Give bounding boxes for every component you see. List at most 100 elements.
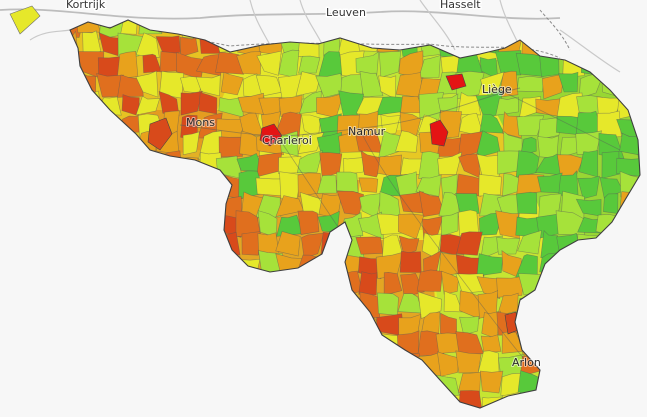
municipality[interactable] — [478, 174, 502, 197]
municipality[interactable] — [577, 175, 600, 200]
municipality[interactable] — [441, 270, 459, 295]
municipality[interactable] — [75, 15, 101, 34]
municipality[interactable] — [603, 193, 619, 214]
municipality[interactable] — [198, 92, 218, 115]
municipality[interactable] — [182, 131, 200, 156]
municipality[interactable] — [378, 75, 397, 100]
municipality[interactable] — [275, 231, 301, 257]
municipality[interactable] — [278, 49, 300, 79]
municipality[interactable] — [318, 193, 342, 219]
municipality[interactable] — [558, 170, 579, 198]
municipality[interactable] — [459, 316, 480, 336]
municipality[interactable] — [477, 350, 500, 377]
municipality[interactable] — [358, 271, 378, 296]
municipality[interactable] — [416, 269, 443, 292]
municipality[interactable] — [515, 52, 544, 77]
municipality[interactable] — [515, 254, 538, 280]
municipality[interactable] — [455, 350, 482, 374]
municipality[interactable] — [399, 250, 422, 273]
municipality[interactable] — [575, 198, 602, 217]
municipality[interactable] — [495, 96, 519, 116]
municipality[interactable] — [355, 131, 384, 153]
municipality-hotspot[interactable] — [445, 73, 467, 91]
municipality[interactable] — [135, 95, 161, 116]
municipality[interactable] — [336, 171, 359, 193]
municipality[interactable] — [459, 112, 485, 138]
municipality[interactable] — [316, 92, 344, 119]
municipality[interactable] — [359, 193, 382, 219]
municipality[interactable] — [599, 177, 624, 200]
municipality[interactable] — [538, 193, 562, 220]
municipality[interactable] — [343, 157, 365, 175]
municipality[interactable] — [355, 236, 384, 255]
municipality[interactable] — [278, 94, 303, 117]
municipality[interactable] — [395, 171, 419, 199]
municipality[interactable] — [380, 114, 401, 136]
municipality[interactable] — [316, 174, 338, 194]
municipality[interactable] — [297, 210, 320, 235]
municipality[interactable] — [195, 74, 221, 97]
municipality[interactable] — [578, 150, 599, 178]
municipality[interactable] — [456, 231, 483, 256]
municipality[interactable] — [423, 250, 442, 273]
municipality[interactable] — [479, 113, 505, 134]
municipality[interactable] — [455, 331, 485, 356]
municipality[interactable] — [616, 157, 644, 178]
municipality[interactable] — [476, 253, 504, 277]
municipality[interactable] — [475, 130, 501, 159]
municipality[interactable] — [377, 154, 403, 178]
municipality[interactable] — [279, 130, 299, 157]
municipality[interactable] — [517, 230, 542, 255]
municipality[interactable] — [116, 50, 139, 80]
municipality[interactable] — [255, 74, 283, 97]
municipality[interactable] — [235, 210, 262, 238]
municipality[interactable] — [256, 50, 282, 76]
municipality[interactable] — [443, 290, 463, 313]
municipality[interactable] — [257, 210, 278, 238]
municipality[interactable] — [295, 71, 321, 97]
municipality[interactable] — [378, 51, 402, 78]
municipality[interactable] — [296, 150, 323, 174]
municipality[interactable] — [437, 151, 463, 175]
municipality[interactable] — [355, 50, 380, 79]
municipality[interactable] — [397, 213, 425, 240]
municipality[interactable] — [319, 152, 343, 179]
municipality[interactable] — [421, 232, 442, 260]
municipality[interactable] — [455, 193, 480, 216]
municipality[interactable] — [480, 334, 502, 353]
municipality[interactable] — [601, 150, 620, 179]
municipality[interactable] — [241, 231, 261, 256]
municipality[interactable] — [375, 251, 404, 279]
municipality[interactable] — [417, 291, 443, 319]
municipality[interactable] — [480, 71, 505, 93]
municipality[interactable] — [515, 150, 540, 178]
municipality[interactable] — [516, 191, 538, 215]
municipality[interactable] — [155, 35, 181, 55]
municipality[interactable] — [382, 234, 405, 260]
municipality[interactable] — [415, 174, 442, 197]
municipality[interactable] — [558, 71, 579, 93]
municipality[interactable] — [142, 53, 162, 74]
municipality[interactable] — [218, 136, 243, 158]
municipality[interactable] — [358, 177, 379, 193]
municipality[interactable] — [421, 216, 444, 239]
municipality[interactable] — [516, 75, 545, 93]
municipality[interactable] — [301, 114, 322, 139]
municipality[interactable] — [458, 153, 481, 179]
municipality[interactable] — [458, 209, 480, 237]
municipality[interactable] — [395, 130, 419, 153]
municipality-hotspot[interactable] — [147, 117, 173, 151]
municipality[interactable] — [537, 135, 559, 160]
municipality[interactable] — [383, 271, 403, 296]
municipality[interactable] — [275, 195, 305, 218]
municipality[interactable] — [298, 55, 321, 74]
municipality[interactable] — [418, 151, 440, 179]
municipality[interactable] — [317, 210, 340, 234]
municipality[interactable] — [301, 232, 325, 259]
municipality[interactable] — [439, 312, 458, 340]
municipality-hotspot[interactable] — [429, 119, 449, 147]
municipality[interactable] — [479, 57, 499, 80]
municipality[interactable] — [220, 71, 244, 96]
municipality[interactable] — [158, 90, 180, 117]
